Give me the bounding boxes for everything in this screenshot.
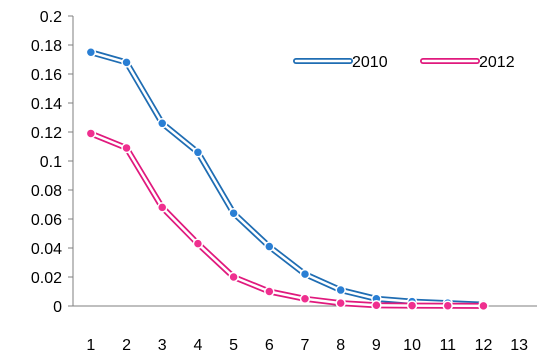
x-tick-label: 12 bbox=[475, 337, 493, 354]
data-point bbox=[335, 284, 346, 296]
legend-item: 2010 bbox=[293, 54, 388, 71]
y-tick-label: 0 bbox=[53, 299, 62, 316]
y-tick-label: 0.12 bbox=[31, 125, 62, 142]
y-tick-label: 0.18 bbox=[31, 38, 62, 55]
x-tick-label: 3 bbox=[158, 337, 167, 354]
series-2012 bbox=[85, 128, 489, 312]
y-tick-label: 0.06 bbox=[31, 212, 62, 229]
data-point bbox=[228, 271, 239, 283]
data-point bbox=[85, 47, 97, 58]
y-tick-label: 0.04 bbox=[31, 241, 62, 258]
x-tick-label: 4 bbox=[193, 337, 202, 354]
y-tick-label: 0.08 bbox=[31, 183, 62, 200]
series-line-outer bbox=[87, 49, 487, 308]
x-tick-label: 7 bbox=[301, 337, 310, 354]
data-point bbox=[156, 202, 168, 213]
series-line-inner bbox=[89, 132, 485, 308]
x-tick-label: 6 bbox=[265, 337, 274, 354]
data-point bbox=[371, 300, 382, 311]
legend: 2010 2012 bbox=[293, 54, 515, 71]
x-tick-label: 2 bbox=[122, 337, 131, 354]
x-tick-label: 1 bbox=[86, 337, 95, 354]
data-point bbox=[121, 142, 132, 154]
legend-label: 2010 bbox=[352, 54, 388, 71]
x-tick-label: 13 bbox=[510, 337, 528, 354]
y-tick-label: 0.16 bbox=[31, 67, 62, 84]
tick-labels: 0 0.02 0.04 0.06 0.08 0.1 0.12 0.14 0.16 0.18 0.2 1… bbox=[31, 9, 528, 354]
y-tick-label: 0.2 bbox=[40, 9, 62, 26]
x-tick-label: 5 bbox=[229, 337, 238, 354]
data-point bbox=[299, 293, 311, 304]
x-tick-label: 11 bbox=[439, 337, 456, 354]
series-line-inner bbox=[89, 51, 485, 306]
legend-label: 2012 bbox=[479, 54, 515, 71]
data-point bbox=[85, 128, 97, 139]
series-lines bbox=[85, 47, 489, 312]
data-point bbox=[121, 57, 132, 68]
legend-item: 2012 bbox=[420, 54, 515, 71]
data-point bbox=[264, 241, 275, 252]
x-tick-label: 9 bbox=[372, 337, 381, 354]
data-point bbox=[264, 286, 275, 297]
data-point bbox=[192, 147, 204, 158]
y-tick-label: 0.14 bbox=[31, 96, 62, 113]
y-tick-label: 0.1 bbox=[40, 154, 62, 171]
data-point bbox=[442, 300, 454, 311]
data-point bbox=[335, 297, 346, 309]
data-point bbox=[478, 300, 489, 312]
y-tick-label: 0.02 bbox=[31, 270, 62, 287]
x-tick-label: 8 bbox=[336, 337, 345, 354]
data-point bbox=[299, 268, 311, 280]
series-line-outer bbox=[87, 130, 487, 309]
data-point bbox=[192, 238, 204, 249]
data-point bbox=[406, 300, 418, 311]
data-point bbox=[228, 207, 239, 219]
data-point bbox=[156, 118, 168, 129]
x-tick-label: 10 bbox=[403, 337, 421, 354]
